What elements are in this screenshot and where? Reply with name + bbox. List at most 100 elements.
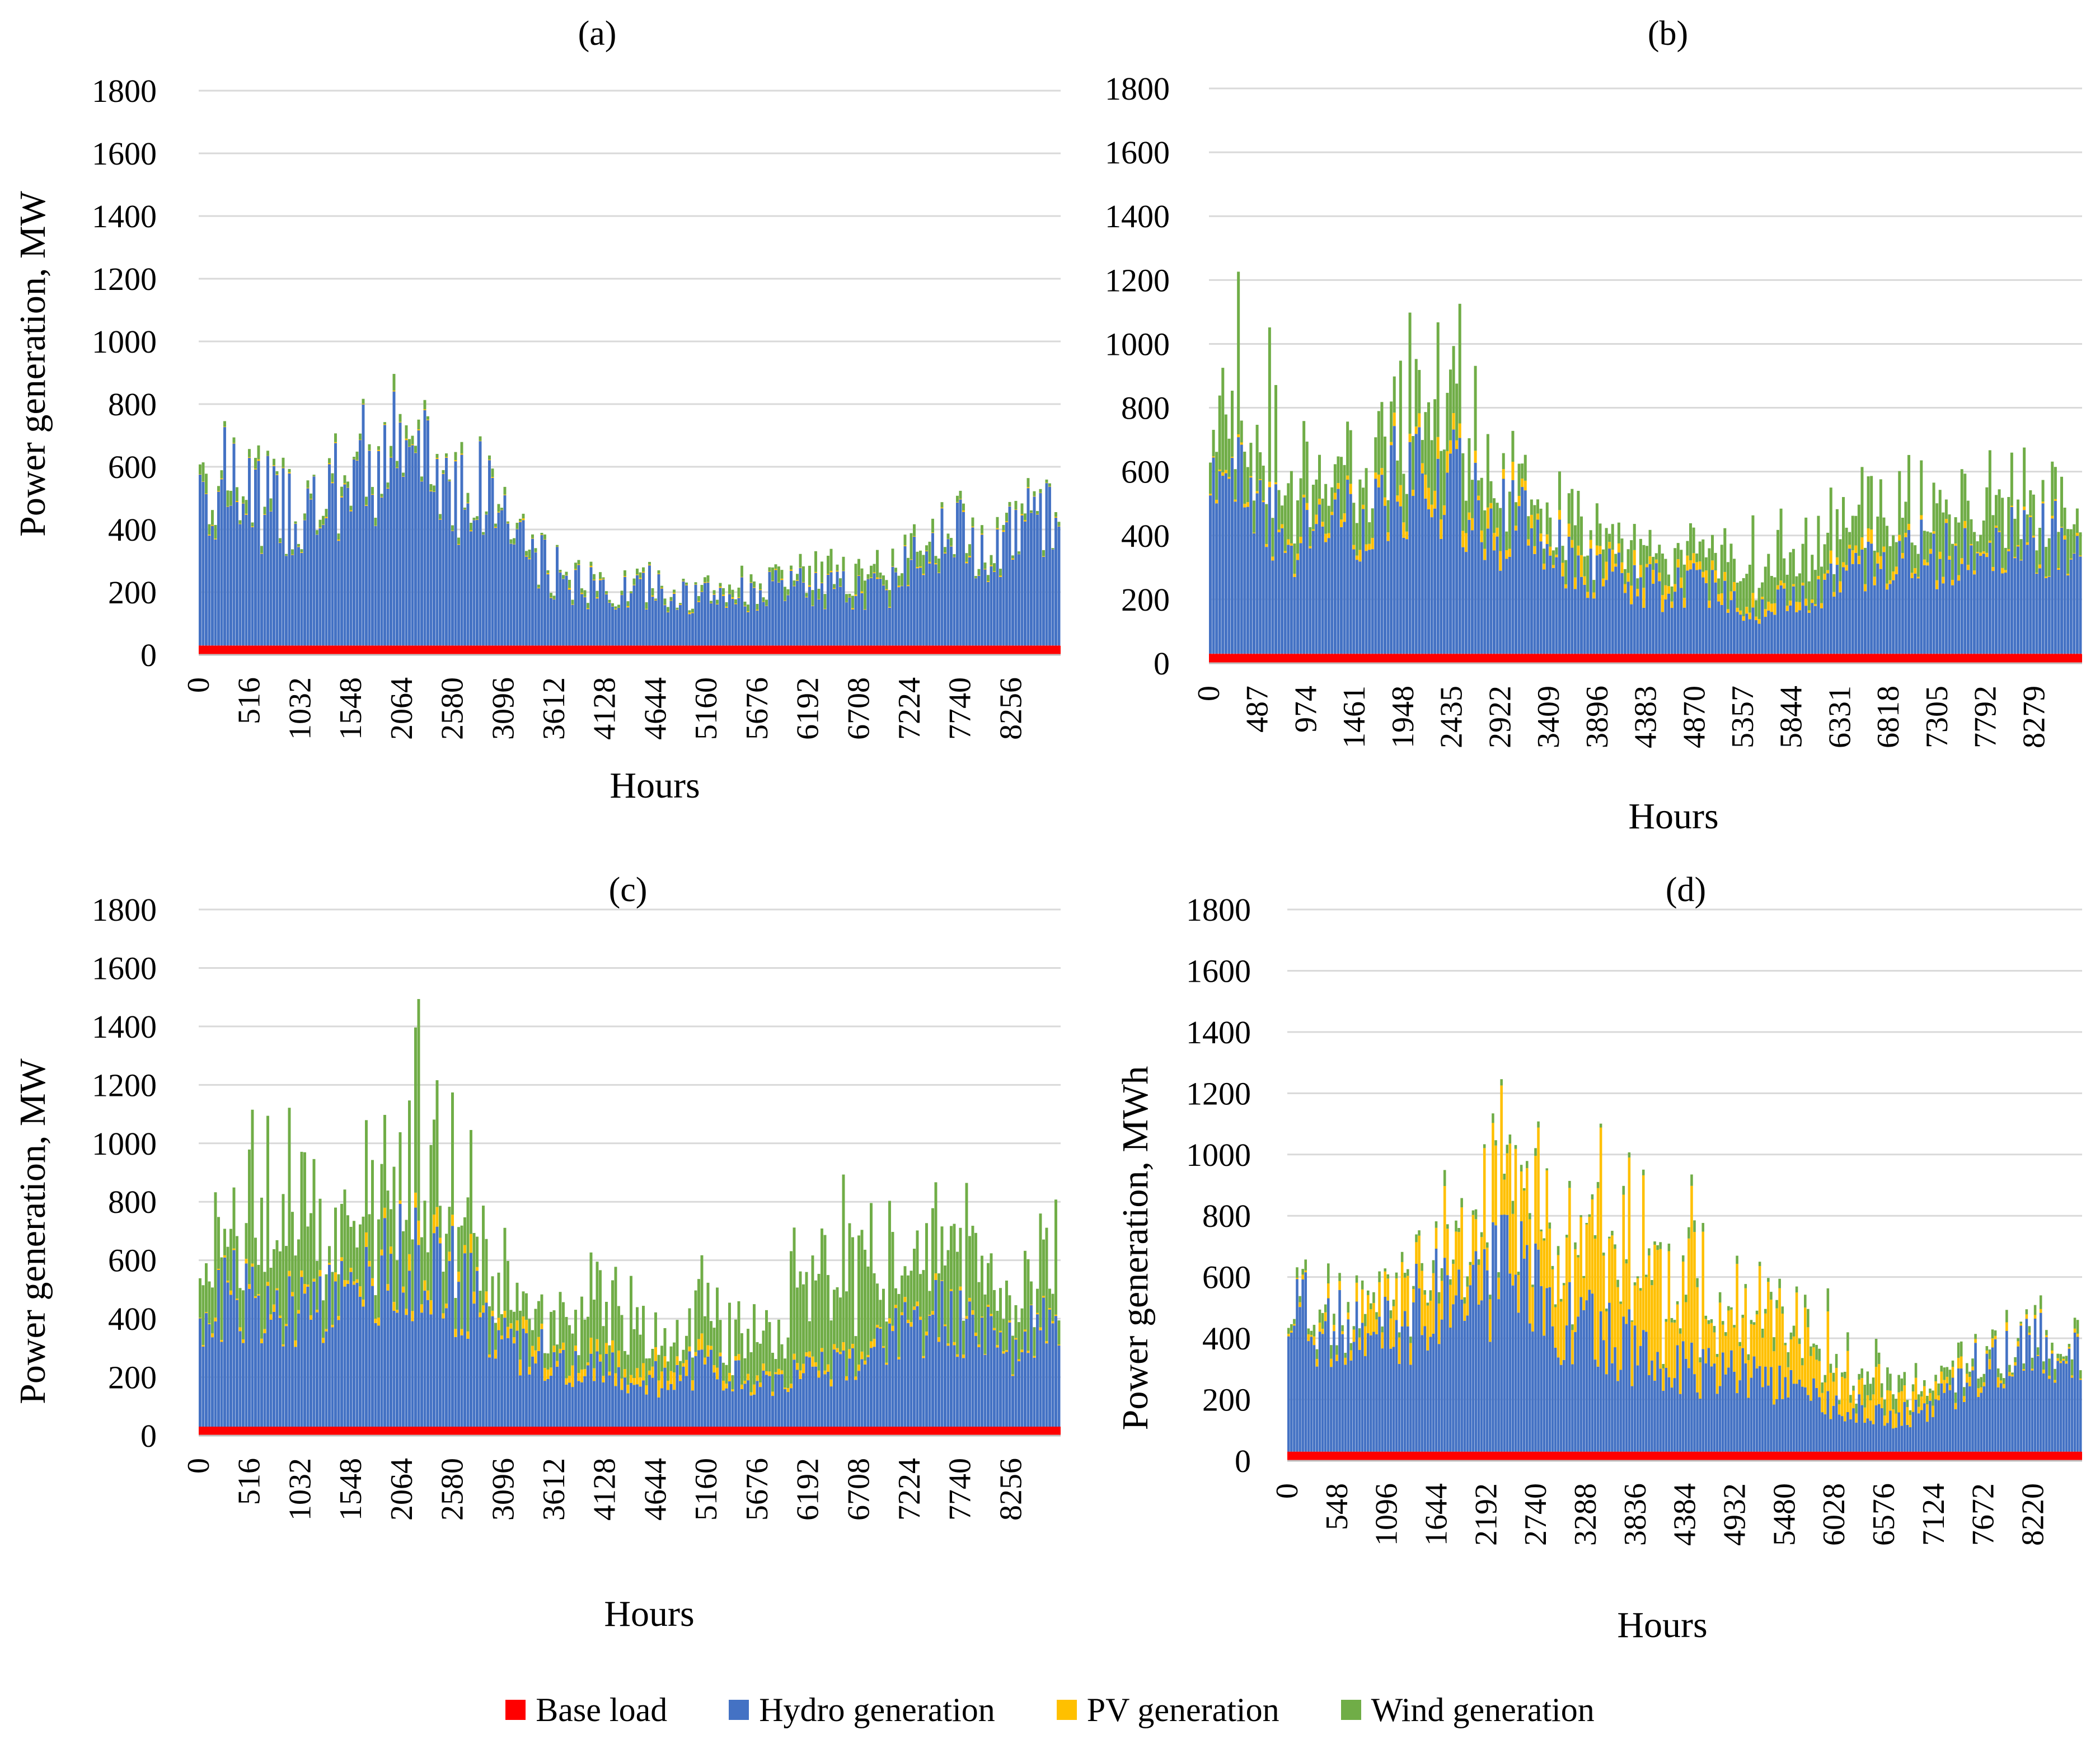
chart-d-bar-pv: [1701, 1231, 1704, 1349]
chart-a-bar-wind: [316, 530, 318, 535]
chart-b-bar-wind: [1539, 508, 1543, 534]
chart-a-bar-pv: [201, 481, 205, 482]
chart-a-xtick-label: 4644: [638, 677, 673, 740]
chart-a-bar-hydro: [550, 598, 552, 646]
chart-a-bar-wind: [765, 599, 768, 606]
chart-b-bar-wind: [2010, 452, 2013, 506]
chart-b-bar-hydro: [1807, 612, 1811, 654]
chart-c-bar-hydro: [974, 1335, 977, 1427]
chart-b-bar-wind: [1480, 477, 1483, 531]
chart-c-bar-pv: [559, 1348, 562, 1353]
chart-d-bar-wind: [1812, 1343, 1815, 1348]
chart-a-bar-hydro: [288, 473, 291, 646]
chart-c-bar-wind: [543, 1353, 546, 1368]
chart-a-bar-hydro: [857, 575, 860, 646]
chart-c-bar-wind: [747, 1329, 749, 1374]
chart-b-bar-pv: [1795, 602, 1798, 612]
chart-c-bar-wind: [987, 1263, 990, 1305]
chart-c-title: (c): [609, 871, 648, 909]
chart-c-bar-hydro: [550, 1375, 552, 1427]
chart-c-bar-hydro: [956, 1357, 959, 1427]
chart-c-bar-hydro: [747, 1380, 749, 1427]
chart-b-bar-pv: [1611, 550, 1614, 572]
chart-d-bar-hydro: [1559, 1365, 1563, 1452]
chart-a-bar-hydro: [355, 460, 359, 646]
chart-a-ytick-label: 1400: [92, 198, 157, 235]
chart-d-bar-wind: [1840, 1372, 1844, 1377]
chart-c-bar-wind: [522, 1291, 525, 1317]
chart-a-xtick-label: 8256: [993, 677, 1028, 740]
chart-a-bar-pv: [223, 426, 226, 428]
chart-a-bar-pv: [996, 528, 999, 529]
chart-d-bar-pv: [1304, 1270, 1307, 1273]
chart-b-bar-wind: [1745, 574, 1749, 607]
chart-d-bar-wind: [1846, 1332, 1849, 1351]
chart-d-bar-wind: [1954, 1392, 1957, 1403]
chart-c-bar-wind: [353, 1221, 355, 1282]
chart-b-bar-wind: [1839, 539, 1842, 582]
chart-a-bar-hydro: [981, 535, 983, 646]
chart-b-bar-pv: [1714, 570, 1717, 583]
chart-a-bar-wind: [599, 572, 602, 579]
chart-c-bar-pv: [946, 1343, 950, 1346]
chart-d-bar-hydro: [1514, 1274, 1517, 1452]
chart-a-bar-wind: [700, 585, 704, 592]
chart-c-bar-pv: [617, 1350, 620, 1367]
chart-d-bar-wind: [1630, 1320, 1634, 1322]
chart-b-bar-wind: [1776, 529, 1780, 585]
chart-a-bar-wind: [922, 555, 925, 574]
chart-c-bar-wind: [534, 1309, 537, 1351]
chart-b-bar-hydro: [1249, 477, 1253, 654]
chart-b-bar-hydro: [1468, 519, 1471, 654]
chart-c-bar-hydro: [611, 1352, 614, 1427]
chart-b-bar-hydro: [2004, 573, 2007, 654]
chart-b-bar-wind: [1253, 500, 1256, 533]
chart-c-xtick-label: 6708: [841, 1458, 876, 1521]
chart-a-bar-hydro: [399, 422, 402, 646]
chart-a-bar-wind: [704, 577, 706, 583]
chart-b-bar-hydro: [2032, 537, 2035, 654]
chart-d-bar-wind: [1679, 1328, 1682, 1334]
chart-a-ytick-label: 1600: [92, 135, 157, 172]
chart-b-bar-pv: [1371, 538, 1374, 550]
chart-c-bar-pv: [925, 1332, 928, 1336]
chart-c-bar-wind: [1024, 1250, 1026, 1330]
chart-a-bar-hydro: [574, 570, 577, 646]
chart-a-bar-hydro: [226, 507, 229, 646]
chart-c-bar-hydro: [642, 1380, 645, 1427]
chart-c-bar-wind: [676, 1320, 679, 1357]
chart-b-bar-pv: [1215, 499, 1218, 504]
chart-b-bar-pv: [1664, 585, 1667, 600]
chart-a-bar-hydro: [657, 574, 660, 646]
chart-a-bar-pv: [599, 579, 602, 580]
chart-b-bar-wind: [1942, 512, 1945, 577]
chart-a-bar-pv: [931, 532, 934, 533]
chart-b-bar-pv: [1483, 548, 1487, 560]
chart-a-bar-hydro: [439, 519, 442, 646]
chart-a-bar-hydro: [676, 610, 679, 646]
chart-b-bar-wind: [1630, 540, 1633, 586]
chart-c-bar-pv: [907, 1320, 910, 1323]
chart-c-bar-wind: [790, 1251, 793, 1384]
chart-c-bar-hydro: [528, 1374, 531, 1427]
chart-d-bar-wind: [1926, 1395, 1929, 1405]
chart-a-bar-wind: [414, 446, 417, 453]
chart-c-bar-wind: [217, 1217, 220, 1269]
chart-c-bar-pv: [734, 1356, 737, 1361]
chart-c-bar-pv: [959, 1286, 962, 1291]
chart-d-bar-hydro: [1616, 1381, 1619, 1452]
chart-b-bar-wind: [1817, 515, 1820, 576]
chart-b-bar-wind: [2001, 498, 2004, 568]
chart-a-bar-wind: [1014, 500, 1018, 510]
chart-a-bar-hydro: [977, 575, 981, 646]
chart-a-bar-wind: [472, 517, 476, 520]
chart-c-bar-wind: [472, 1232, 476, 1292]
chart-c-bar-pv: [1014, 1338, 1018, 1340]
chart-b-bar-hydro: [1287, 545, 1290, 654]
chart-b-bar-pv: [1533, 546, 1536, 554]
chart-a-bar-wind: [242, 496, 245, 503]
chart-c-bar-hydro: [719, 1356, 722, 1427]
chart-a-bar-hydro: [842, 571, 845, 646]
chart-d-bar-pv: [1917, 1407, 1920, 1414]
chart-d-bar-wind: [1562, 1283, 1565, 1286]
